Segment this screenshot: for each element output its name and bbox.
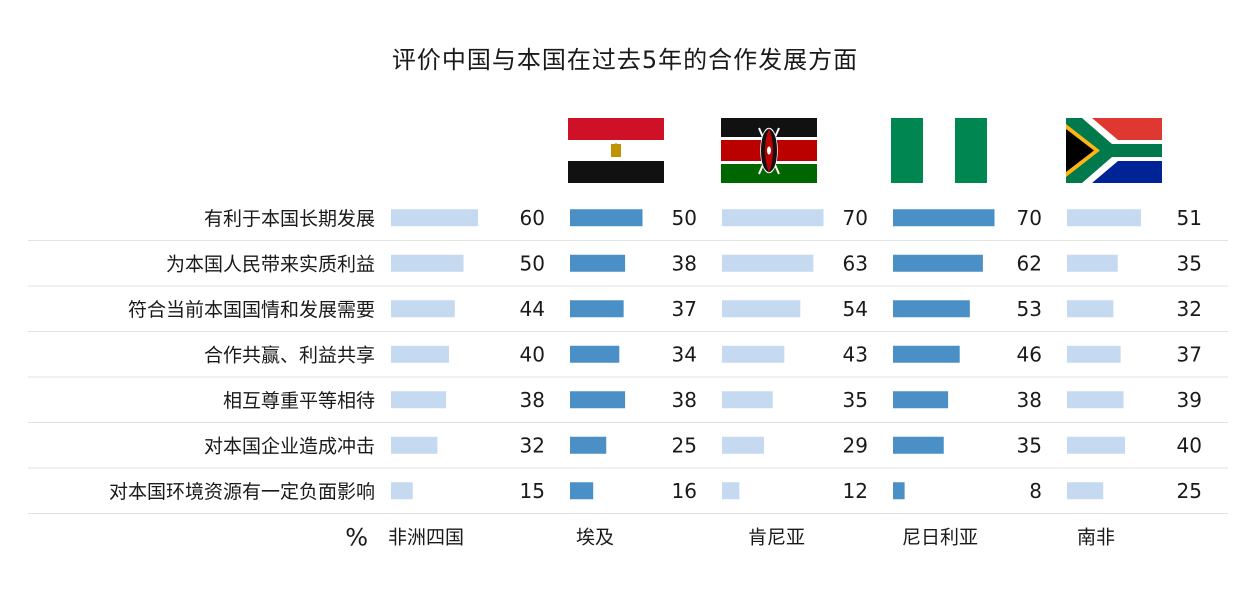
bar (391, 300, 455, 318)
value-label: 60 (520, 206, 545, 230)
category-label: 合作共赢、利益共享 (204, 344, 375, 366)
bar (893, 345, 960, 363)
bar (570, 254, 626, 272)
bar (722, 300, 801, 318)
bar (1067, 345, 1121, 363)
category-label: 相互尊重平等相待 (223, 390, 375, 412)
bar (391, 482, 413, 500)
south-africa-flag-icon (1066, 118, 1162, 183)
bar (893, 391, 949, 409)
unit-label: % (345, 524, 368, 552)
bar (893, 254, 983, 272)
category-label: 有利于本国长期发展 (204, 208, 375, 230)
value-label: 39 (1177, 388, 1202, 412)
series-label: 肯尼亚 (748, 527, 805, 549)
category-label: 为本国人民带来实质利益 (166, 253, 375, 275)
value-label: 51 (1177, 206, 1202, 230)
value-label: 29 (843, 433, 868, 457)
bar (1067, 391, 1124, 409)
series-label: 非洲四国 (388, 527, 464, 549)
chart-title: 评价中国与本国在过去5年的合作发展方面 (391, 46, 859, 74)
plot-area: 有利于本国长期发展 60 50 70 70 51 为本国人民带来实质利益 50 38 63 62 35… (28, 206, 1228, 552)
value-label: 35 (1017, 433, 1042, 457)
value-label: 62 (1017, 251, 1042, 275)
value-label: 8 (1029, 479, 1042, 503)
egypt-flag-icon (568, 118, 664, 183)
value-label: 25 (1177, 479, 1202, 503)
bar (391, 254, 464, 272)
value-label: 35 (1177, 251, 1202, 275)
category-label: 符合当前本国国情和发展需要 (128, 299, 375, 321)
flags-group (568, 118, 1162, 183)
value-label: 37 (1177, 342, 1202, 366)
bar (1067, 482, 1104, 500)
kenya-flag-icon (721, 118, 817, 183)
value-label: 25 (672, 433, 697, 457)
bar (722, 391, 773, 409)
bar (1067, 300, 1114, 318)
bar (1067, 209, 1141, 227)
bar (893, 482, 905, 500)
value-label: 70 (1017, 206, 1042, 230)
value-label: 40 (1177, 433, 1202, 457)
bar (893, 209, 995, 227)
value-label: 38 (672, 251, 697, 275)
bar (1067, 436, 1125, 454)
series-label: 埃及 (576, 527, 614, 549)
value-label: 38 (1017, 388, 1042, 412)
value-label: 35 (843, 388, 868, 412)
bar (570, 345, 620, 363)
bar (391, 436, 438, 454)
value-label: 46 (1017, 342, 1042, 366)
bar (722, 482, 740, 500)
nigeria-flag-icon (891, 118, 987, 183)
value-label: 40 (520, 342, 545, 366)
bar (1067, 254, 1118, 272)
bar (893, 436, 944, 454)
value-label: 70 (843, 206, 868, 230)
value-label: 44 (520, 297, 545, 321)
bar (391, 391, 447, 409)
value-label: 38 (672, 388, 697, 412)
bar (570, 436, 607, 454)
bar (722, 209, 824, 227)
value-label: 53 (1017, 297, 1042, 321)
bar (391, 345, 449, 363)
value-label: 63 (843, 251, 868, 275)
value-label: 34 (672, 342, 697, 366)
value-label: 37 (672, 297, 697, 321)
bar (570, 209, 643, 227)
value-label: 50 (672, 206, 697, 230)
bar (893, 300, 970, 318)
bar (570, 482, 594, 500)
category-label: 对本国环境资源有一定负面影响 (109, 481, 375, 503)
value-label: 32 (1177, 297, 1202, 321)
bar (391, 209, 478, 227)
bar (722, 345, 785, 363)
bar (570, 300, 624, 318)
series-label: 尼日利亚 (902, 527, 978, 549)
series-label: 南非 (1077, 527, 1115, 549)
value-label: 54 (843, 297, 868, 321)
value-label: 38 (520, 388, 545, 412)
value-label: 50 (520, 251, 545, 275)
value-label: 15 (520, 479, 545, 503)
value-label: 16 (672, 479, 697, 503)
category-label: 对本国企业造成冲击 (204, 435, 375, 457)
bar (722, 254, 814, 272)
value-label: 12 (843, 479, 868, 503)
bar (570, 391, 626, 409)
value-label: 43 (843, 342, 868, 366)
bar (722, 436, 765, 454)
value-label: 32 (520, 433, 545, 457)
